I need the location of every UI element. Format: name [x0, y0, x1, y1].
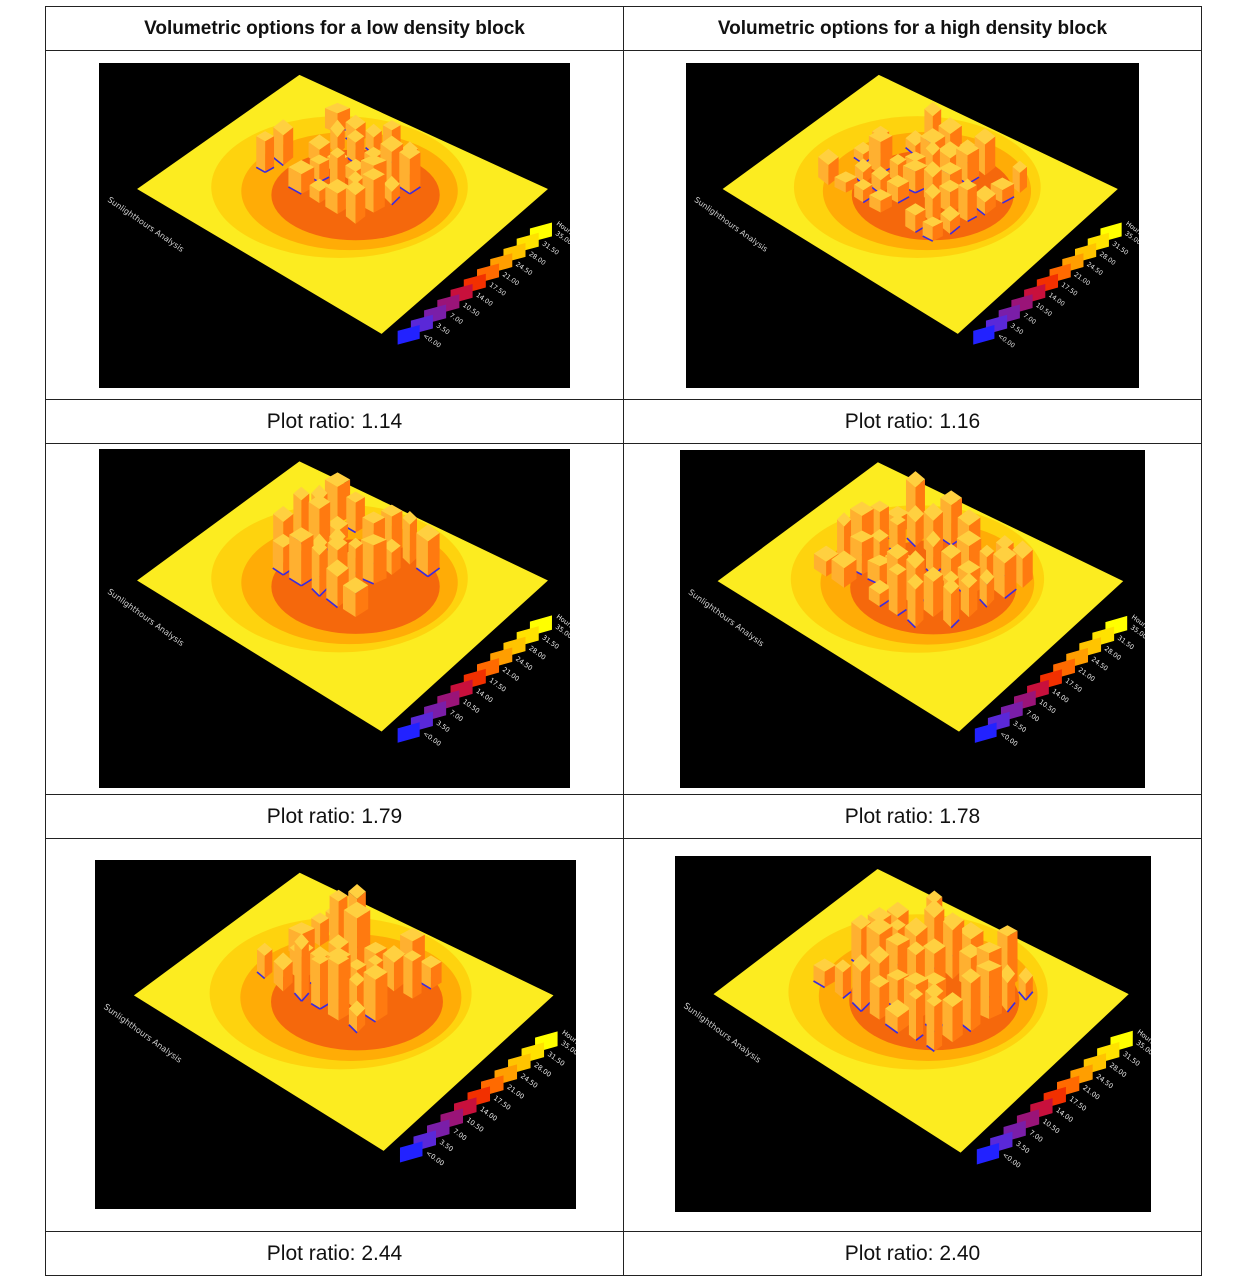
legend-label: 28.00	[533, 1061, 553, 1079]
legend-label: 17.50	[1064, 676, 1084, 694]
building-massing	[256, 884, 442, 1034]
legend-label: 21.00	[1077, 666, 1097, 684]
legend-label: 31.50	[1116, 634, 1136, 652]
legend-label: 3.50	[1014, 1140, 1030, 1156]
legend-label: 24.50	[519, 1072, 539, 1090]
plot-ratio-caption: Plot ratio: 1.79	[45, 794, 624, 839]
plot-ratio-caption: Plot ratio: 1.16	[623, 399, 1202, 444]
legend-label: 17.50	[1068, 1095, 1088, 1113]
legend-label: 7.00	[1025, 708, 1041, 723]
plot-ratio-caption: Plot ratio: 2.44	[45, 1231, 624, 1276]
legend-label: 14.00	[478, 1105, 498, 1123]
legend-label: 21.00	[501, 666, 521, 684]
low-density-option-2-cell: Sunlighthours Analysis Hours 35.00< 31.50 28…	[45, 443, 624, 795]
legend-label: <0.00	[422, 730, 443, 748]
legend-label: 10.50	[1034, 302, 1053, 318]
legend-label: 24.50	[1090, 655, 1110, 673]
building-massing	[255, 102, 421, 224]
legend-label: 14.00	[1051, 687, 1071, 705]
legend-label: 17.50	[488, 676, 508, 694]
legend-label: 21.00	[501, 270, 521, 287]
column-header-high-density: Volumetric options for a high density bl…	[623, 6, 1202, 51]
legend-label: <0.00	[422, 332, 443, 350]
legend-swatch	[973, 324, 995, 345]
legend-label: 24.50	[1085, 261, 1104, 277]
building-massing	[813, 471, 1033, 629]
column-header-low-density: Volumetric options for a low density blo…	[45, 6, 624, 51]
legend-label: 17.50	[1060, 281, 1079, 297]
legend-label: 14.00	[474, 291, 494, 308]
plot-ratio-caption: Plot ratio: 1.78	[623, 794, 1202, 839]
sunlight-hours-legend: Hours35.00<31.5028.0024.5021.0017.5014.0…	[397, 612, 570, 748]
building-massing	[272, 472, 441, 617]
legend-label: 3.50	[438, 1138, 455, 1153]
legend-label: <0.00	[1001, 1151, 1022, 1170]
legend-label: 31.50	[541, 240, 561, 257]
sunlight-analysis-render: Sunlighthours Analysis Hours 35.00< 31.50 28…	[686, 63, 1139, 388]
legend-swatch	[974, 722, 997, 743]
legend-label: 14.00	[474, 687, 494, 705]
legend-swatch	[397, 324, 420, 345]
legend-label: 7.00	[1022, 312, 1037, 326]
sunlight-analysis-render: Sunlighthours Analysis Hours 35.00< 31.50 28…	[99, 63, 570, 388]
legend-label: 10.50	[461, 301, 481, 318]
low-density-option-3-cell: Sunlighthours Analysis Hours 35.00< 31.50 28…	[45, 838, 624, 1232]
legend-label: 28.00	[527, 644, 547, 662]
legend-label: 7.00	[1028, 1128, 1044, 1144]
legend-label: 31.50	[1121, 1050, 1141, 1068]
legend-label: 17.50	[488, 281, 508, 298]
legend-label: 17.50	[492, 1094, 512, 1112]
legend-label: 28.00	[1108, 1061, 1128, 1079]
legend-label: 28.00	[527, 250, 547, 267]
legend-swatch	[399, 1141, 423, 1163]
legend-label: <0.00	[998, 730, 1019, 748]
high-density-option-2-cell: Sunlighthours Analysis Hours 35.00< 31.50 28…	[623, 443, 1202, 795]
legend-label: 24.50	[1095, 1072, 1115, 1090]
legend-label: 3.50	[435, 322, 451, 337]
high-density-option-1-cell: Sunlighthours Analysis Hours 35.00< 31.50 28…	[623, 50, 1202, 400]
legend-label: 21.00	[1073, 271, 1092, 287]
legend-label: 24.50	[514, 655, 534, 673]
legend-label: 10.50	[461, 698, 481, 716]
legend-label: 28.00	[1098, 251, 1117, 267]
plot-ratio-caption: Plot ratio: 2.40	[623, 1231, 1202, 1276]
low-density-option-1-cell: Sunlighthours Analysis Hours 35.00< 31.50 28…	[45, 50, 624, 400]
legend-label: <0.00	[996, 333, 1016, 350]
legend-label: 3.50	[1009, 322, 1024, 336]
legend-label: 28.00	[1103, 645, 1123, 663]
legend-label: 3.50	[1011, 719, 1027, 734]
sunlight-analysis-render: Sunlighthours Analysis Hours 35.00< 31.50 28…	[680, 450, 1145, 788]
legend-label: 21.00	[1081, 1084, 1101, 1102]
legend-swatch	[397, 722, 420, 743]
legend-label: 31.50	[541, 633, 561, 651]
legend-label: 24.50	[514, 260, 534, 277]
building-massing	[818, 101, 1027, 242]
sunlight-analysis-render: Sunlighthours Analysis Hours 35.00< 31.50 28…	[675, 856, 1151, 1212]
comparison-table: Volumetric options for a low density blo…	[45, 6, 1202, 1276]
legend-label: 31.50	[546, 1050, 566, 1068]
sunlight-analysis-render: Sunlighthours Analysis Hours 35.00< 31.50 28…	[95, 860, 576, 1209]
plot-ratio-caption: Plot ratio: 1.14	[45, 399, 624, 444]
legend-label: 14.00	[1047, 292, 1066, 308]
high-density-option-3-cell: Sunlighthours Analysis Hours 35.00< 31.50 28…	[623, 838, 1202, 1232]
legend-label: 21.00	[505, 1083, 525, 1101]
legend-label: 3.50	[435, 719, 451, 734]
legend-label: 7.00	[448, 708, 464, 723]
legend-label: 10.50	[1038, 698, 1058, 716]
legend-label: 14.00	[1054, 1106, 1074, 1124]
legend-label: 10.50	[465, 1116, 485, 1134]
legend-label: 7.00	[451, 1127, 468, 1142]
legend-label: <0.00	[424, 1149, 445, 1168]
building-massing	[813, 890, 1034, 1053]
legend-label: 10.50	[1041, 1117, 1061, 1135]
legend-label: 7.00	[448, 311, 464, 326]
sunlight-analysis-render: Sunlighthours Analysis Hours 35.00< 31.50 28…	[99, 449, 570, 788]
legend-swatch	[976, 1142, 1000, 1165]
legend-label: 31.50	[1111, 240, 1130, 256]
